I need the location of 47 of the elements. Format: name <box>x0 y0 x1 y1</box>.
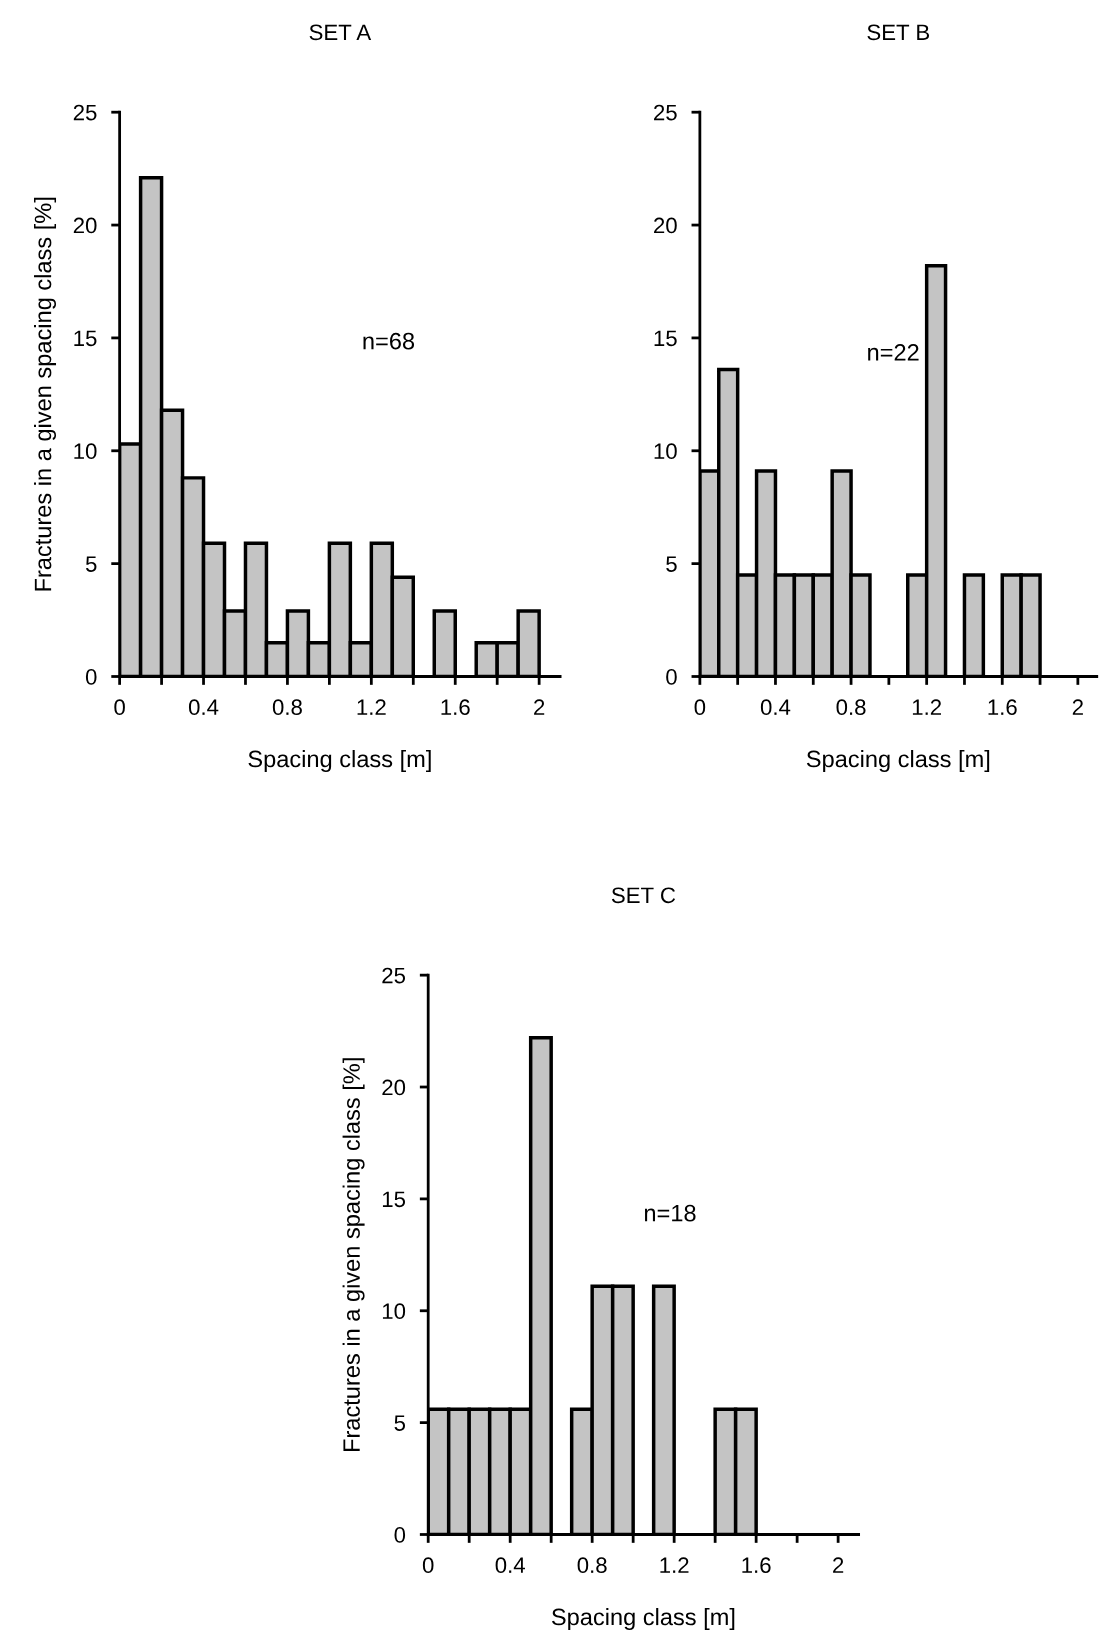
x-tick-label: 1.6 <box>441 699 470 716</box>
y-tick-label: 10 <box>654 443 677 460</box>
x-tick-label: 1.2 <box>660 1557 689 1573</box>
x-tick-label: 1.2 <box>357 699 386 715</box>
x-tick-label: 2 <box>534 699 545 715</box>
y-tick-label: 25 <box>73 104 97 121</box>
y-tick-label: 10 <box>382 1303 406 1320</box>
y-tick-label: 0 <box>666 669 677 685</box>
y-tick-label: 0 <box>394 1527 406 1543</box>
y-tick-label: 20 <box>73 217 97 234</box>
x-tick-label: 0 <box>422 1557 434 1574</box>
y-tick-label: 5 <box>394 1415 406 1431</box>
y-tick-label: 20 <box>654 217 677 234</box>
x-axis-title: Spacing class [m] <box>806 749 990 772</box>
y-tick-label: 5 <box>85 556 97 572</box>
x-tick-label: 1.6 <box>988 699 1017 716</box>
y-tick-label: 0 <box>85 669 97 685</box>
x-tick-label: 0.4 <box>188 699 219 716</box>
x-tick-label: 0.8 <box>836 699 866 716</box>
annotation: n=18 <box>644 1204 696 1222</box>
y-axis-title: Fractures in a given spacing class [%] <box>342 1058 365 1452</box>
annotation: n=22 <box>868 344 919 361</box>
x-axis-title: Spacing class [m] <box>551 1607 735 1630</box>
x-tick-label: 2 <box>833 1557 844 1573</box>
y-tick-label: 15 <box>654 330 677 347</box>
chart-title: SET B <box>867 24 930 41</box>
x-tick-label: 1.2 <box>912 699 941 715</box>
y-axis-title: Fractures in a given spacing class [%] <box>34 197 57 591</box>
y-tick-label: 15 <box>382 1191 406 1208</box>
x-tick-label: 2 <box>1072 699 1083 715</box>
y-tick-label: 25 <box>654 104 677 121</box>
annotation: n=68 <box>363 332 415 350</box>
y-tick-label: 25 <box>382 967 406 984</box>
x-tick-label: 0 <box>114 699 125 716</box>
x-tick-label: 1.6 <box>742 1557 771 1574</box>
y-tick-label: 15 <box>74 330 97 347</box>
x-tick-label: 0.4 <box>495 1557 525 1574</box>
y-tick-label: 5 <box>666 556 677 572</box>
x-tick-label: 0.4 <box>760 699 791 716</box>
x-tick-label: 0.8 <box>272 699 302 716</box>
y-tick-label: 20 <box>382 1079 406 1096</box>
y-tick-label: 10 <box>74 443 97 460</box>
chart-title: SET C <box>611 887 676 904</box>
x-tick-label: 0 <box>694 699 706 716</box>
x-tick-label: 0.8 <box>577 1557 607 1574</box>
chart-title: SET A <box>309 24 372 41</box>
x-axis-title: Spacing class [m] <box>248 749 431 772</box>
